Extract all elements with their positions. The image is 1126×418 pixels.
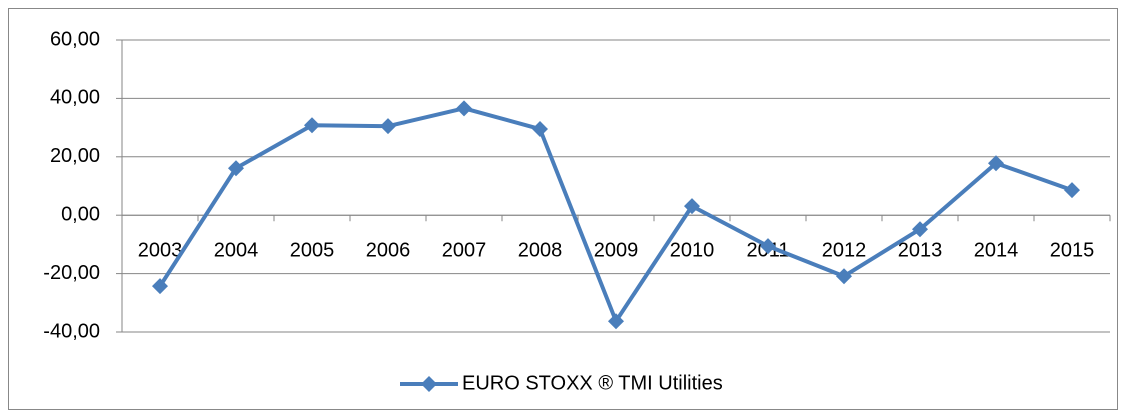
- point-marker: [760, 238, 776, 255]
- x-tick-label: 2015: [1050, 239, 1095, 261]
- x-tick-label: 2013: [898, 239, 943, 261]
- point-marker: [836, 268, 852, 285]
- y-tick-label: 40,00: [50, 87, 100, 109]
- y-tick-label: 20,00: [50, 145, 100, 167]
- point-marker: [380, 118, 396, 135]
- legend-marker: [421, 376, 437, 392]
- y-tick-label: 60,00: [50, 28, 100, 50]
- x-tick-label: 2004: [214, 239, 259, 261]
- x-tick-label: 2010: [670, 239, 715, 261]
- point-marker: [152, 278, 168, 295]
- point-marker: [912, 221, 928, 238]
- y-tick-label: 0,00: [61, 203, 100, 225]
- x-tick-label: 2009: [594, 239, 639, 261]
- x-tick-label: 2006: [366, 239, 411, 261]
- point-marker: [1064, 182, 1080, 199]
- point-marker: [988, 155, 1004, 172]
- x-tick-label: 2012: [822, 239, 867, 261]
- x-tick-label: 2008: [518, 239, 563, 261]
- chart-border: [8, 8, 1118, 410]
- point-marker: [608, 313, 624, 330]
- point-marker: [304, 117, 320, 134]
- y-tick-label: -20,00: [43, 262, 100, 284]
- x-tick-label: 2003: [138, 239, 183, 261]
- x-tick-label: 2007: [442, 239, 487, 261]
- x-tick-label: 2005: [290, 239, 335, 261]
- point-marker: [228, 160, 244, 177]
- point-marker: [456, 100, 472, 117]
- x-tick-label: 2014: [974, 239, 1019, 261]
- point-marker: [532, 121, 548, 138]
- legend-label: EURO STOXX ® TMI Utilities: [462, 372, 723, 394]
- point-marker: [684, 198, 700, 215]
- y-tick-label: -40,00: [43, 320, 100, 342]
